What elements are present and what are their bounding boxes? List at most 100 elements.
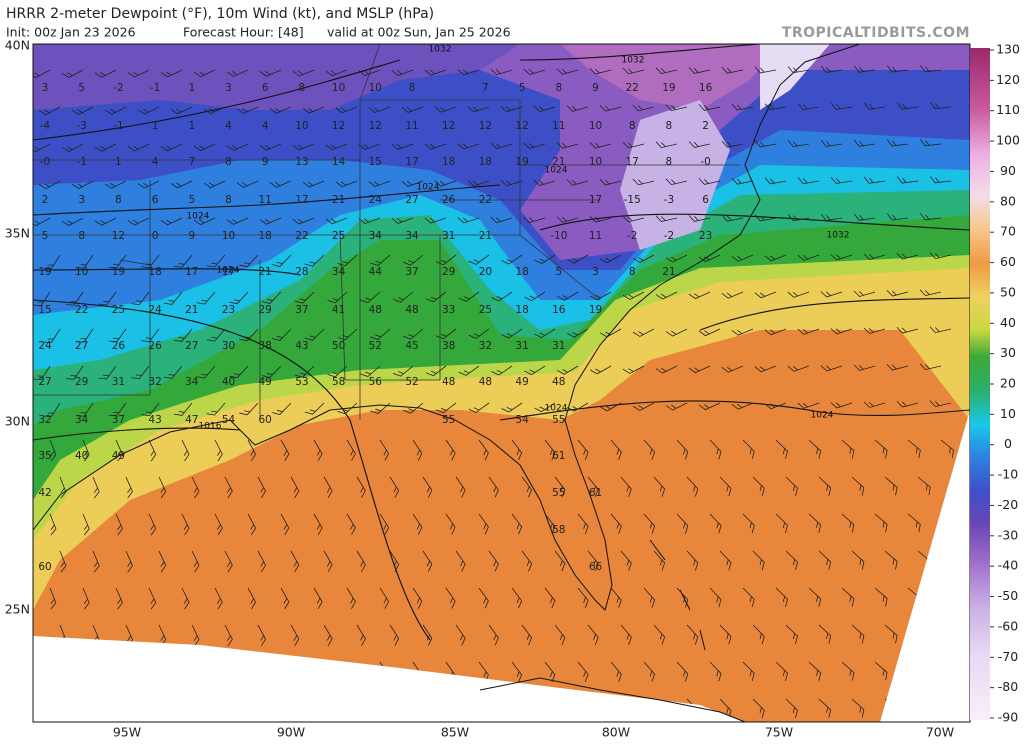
station-value: 10 (589, 156, 602, 168)
wind-barb (457, 143, 480, 150)
station-value: 43 (148, 414, 161, 426)
wind-barb (655, 365, 678, 374)
lon-label: 75W (765, 725, 793, 740)
wind-barb (655, 67, 678, 75)
wind-barb (313, 587, 323, 609)
station-value: 21 (552, 156, 565, 168)
wind-barb (577, 513, 589, 535)
wind-barb (785, 698, 798, 719)
lon-label: 85W (441, 725, 469, 740)
wind-barb (269, 106, 292, 114)
wind-barb (752, 476, 765, 497)
wind-barb (534, 402, 556, 413)
station-value: 21 (662, 266, 675, 278)
colorbar-tick-label: 40 (1000, 315, 1016, 330)
station-value: 34 (405, 230, 419, 242)
wind-barb (455, 698, 466, 720)
station-value: 34 (185, 376, 199, 388)
wind-barb (523, 142, 546, 149)
wind-barb (655, 215, 678, 223)
lon-label: 95W (113, 725, 141, 740)
wind-barb (379, 587, 390, 609)
station-value: 27 (75, 340, 88, 352)
station-value: 37 (405, 266, 418, 278)
station-value: 17 (295, 194, 308, 206)
wind-barb (214, 661, 223, 684)
wind-barb (424, 143, 447, 150)
wind-barb (884, 624, 898, 644)
wind-barb (170, 106, 193, 115)
wind-barb (665, 402, 688, 411)
wind-barb (82, 661, 90, 684)
wind-barb (731, 328, 754, 336)
wind-barb (160, 69, 183, 78)
station-value: 55 (552, 487, 565, 499)
wind-barb (173, 402, 193, 416)
isobar-label: 1016 (199, 422, 222, 432)
wind-barb (830, 176, 853, 184)
station-value: 18 (259, 230, 272, 242)
wind-barb (491, 365, 513, 376)
wind-barb (567, 402, 589, 412)
wind-barb (940, 513, 954, 533)
wind-barb (853, 213, 876, 221)
station-value: 35 (38, 450, 51, 462)
station-value: 34 (75, 414, 89, 426)
wind-barb (655, 291, 678, 300)
wind-barb (478, 439, 489, 461)
station-value: -10 (550, 230, 567, 242)
wind-barb (49, 661, 57, 684)
colorbar-tick-label: -80 (998, 679, 1018, 694)
station-value: 9 (592, 82, 599, 94)
station-value: 14 (332, 156, 346, 168)
wind-barb (731, 103, 754, 111)
wind-barb (886, 139, 909, 147)
station-value: 25 (479, 304, 492, 316)
field-purple-ne (480, 44, 970, 260)
station-value: 18 (479, 156, 492, 168)
wind-barb (719, 476, 732, 497)
station-value: 23 (699, 230, 712, 242)
station-value: 8 (666, 120, 673, 132)
wind-barb (731, 254, 754, 262)
wind-barb (554, 550, 566, 572)
wind-barb (698, 178, 721, 185)
wind-barb (203, 180, 226, 189)
wind-barb (94, 143, 117, 152)
station-value: 8 (409, 82, 416, 94)
station-value: 19 (589, 304, 602, 316)
wind-barb (158, 698, 167, 721)
wind-barb (567, 254, 589, 264)
wind-barb (896, 176, 919, 184)
wind-barb (907, 661, 921, 681)
wind-barb (224, 698, 233, 721)
wind-barb (676, 587, 689, 608)
station-value: -15 (624, 194, 641, 206)
wind-barb (851, 476, 865, 496)
wind-barb (115, 661, 123, 684)
wind-barb (919, 363, 942, 371)
wind-barb (523, 68, 546, 75)
wind-barb (327, 365, 348, 378)
station-value: 12 (515, 120, 528, 132)
wind-barb (940, 661, 954, 681)
wind-barb (468, 254, 490, 265)
wind-barb (379, 513, 390, 535)
wind-barb (173, 328, 193, 342)
station-value: 49 (112, 450, 125, 462)
wind-barb (422, 550, 433, 572)
station-value: 34 (369, 230, 383, 242)
station-value: 30 (222, 340, 235, 352)
wind-barb (226, 217, 249, 225)
station-value: 12 (332, 120, 345, 132)
wind-barb (206, 254, 226, 268)
wind-barb (115, 439, 123, 462)
wind-barb (158, 476, 167, 499)
wind-barb (313, 513, 323, 535)
wind-barb (742, 661, 755, 682)
wind-barb (587, 698, 599, 720)
station-value: 12 (369, 120, 382, 132)
station-value: 22 (295, 230, 308, 242)
wind-barb (501, 402, 523, 413)
station-value: 10 (222, 230, 235, 242)
